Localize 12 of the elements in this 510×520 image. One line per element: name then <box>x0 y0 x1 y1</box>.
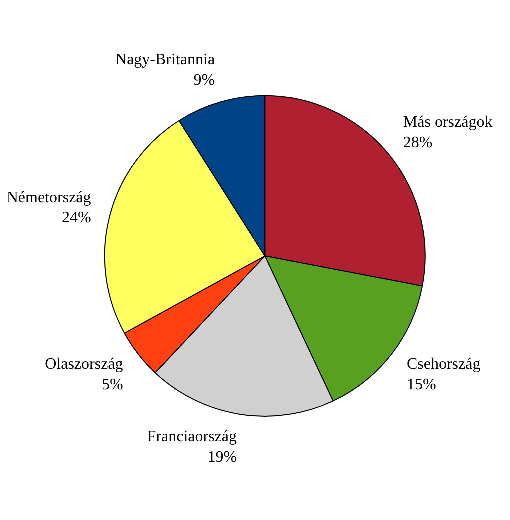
slice-label: Németország <box>6 189 92 206</box>
data-label: 9% <box>194 72 216 89</box>
data-label: 15% <box>406 376 436 394</box>
slice-label: Franciaország <box>147 428 238 446</box>
data-label: 24% <box>62 210 92 227</box>
data-label: 28% <box>403 134 433 152</box>
slice-label: Más országok <box>403 114 493 132</box>
data-label: 5% <box>102 376 124 394</box>
slice-label: Csehország <box>406 356 481 374</box>
slice-label: Olaszország <box>45 356 124 374</box>
data-label: 19% <box>208 449 238 466</box>
slice-label: Nagy-Britannia <box>116 52 216 69</box>
